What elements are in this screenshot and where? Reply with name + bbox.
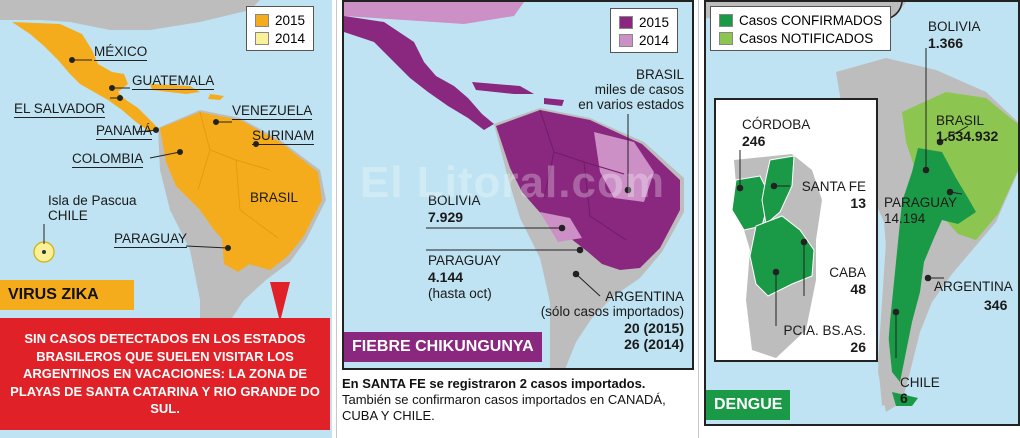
label-brasil-chik-l3: en varios estados [578, 97, 684, 112]
chik-legend-label-2014: 2014 [639, 32, 670, 48]
chik-legend-2015: 2015 [619, 13, 669, 31]
zika-title: VIRUS ZIKA [0, 280, 134, 310]
chik-note-bold: En SANTA FE se registraron 2 casos impor… [342, 376, 646, 391]
label-isla-pascua: Isla de Pascua [48, 193, 137, 208]
dengue-panel: Casos CONFIRMADOS Casos NOTIFICADOS BOLI… [704, 0, 1020, 426]
dengue-legend-swatch-notificados [719, 31, 733, 45]
label-paraguay-chik: PARAGUAY [428, 253, 502, 268]
label-caba: CABA [829, 265, 866, 280]
watermark: El Litoral.com [360, 158, 665, 207]
note-paraguay-chik: (hasta oct) [428, 286, 492, 301]
label-brasil-chik-l2: miles de casos [594, 82, 684, 97]
label-brasil-chik: BRASIL [635, 67, 684, 82]
argentina-inset: CÓRDOBA 246 SANTA FE 13 CABA 48 PCIA. BS… [714, 98, 878, 362]
label-argentina-chik: ARGENTINA [605, 289, 684, 304]
divider-2 [698, 0, 699, 438]
argentina-inset-map [716, 100, 876, 360]
chik-legend-2014: 2014 [619, 31, 669, 49]
value-cordoba: 246 [742, 133, 766, 149]
chik-legend-label-2015: 2015 [639, 14, 670, 30]
zika-legend: 2015 2014 [246, 6, 315, 51]
zika-legend-label-2014: 2014 [275, 30, 306, 46]
dengue-legend-label-confirmados: Casos CONFIRMADOS [739, 12, 883, 28]
label-chile-dengue: CHILE [900, 375, 940, 390]
zika-callout: SIN CASOS DETECTADOS EN LOS ESTADOS BRAS… [0, 318, 330, 430]
chik-legend-swatch-2014 [619, 33, 633, 47]
label-paraguay-zika: PARAGUAY [114, 231, 188, 249]
zika-legend-label-2015: 2015 [275, 12, 306, 28]
zika-legend-swatch-2015 [255, 13, 269, 27]
value-brasil-dengue: 1.534.932 [936, 128, 999, 144]
label-guatemala: GUATEMALA [132, 73, 215, 91]
value-paraguay-chik: 4.144 [428, 269, 464, 285]
label-cordoba: CÓRDOBA [742, 117, 811, 132]
chik-title: FIEBRE CHIKUNGUNYA [344, 332, 542, 362]
value-argentina-dengue: 346 [984, 297, 1008, 313]
value-bolivia-dengue: 1.366 [928, 35, 964, 51]
value-argentina-2014: 26 (2014) [624, 336, 684, 352]
label-paraguay-dengue: PARAGUAY [884, 195, 958, 210]
value-bolivia-chik: 7.929 [428, 209, 464, 225]
chik-note-rest: También se confirmaron casos importados … [342, 392, 666, 423]
zika-legend-2015: 2015 [255, 11, 305, 29]
label-argentina-dengue: ARGENTINA [934, 279, 1013, 294]
label-santa-fe: SANTA FE [801, 179, 866, 194]
dengue-legend-label-notificados: Casos NOTIFICADOS [739, 30, 874, 46]
label-venezuela: VENEZUELA [232, 103, 313, 121]
dengue-legend-notificados: Casos NOTIFICADOS [719, 29, 882, 47]
zika-legend-swatch-2014 [255, 31, 269, 45]
label-mexico: MÉXICO [94, 44, 148, 62]
dengue-legend: Casos CONFIRMADOS Casos NOTIFICADOS [710, 6, 892, 51]
chik-legend-swatch-2015 [619, 15, 633, 29]
label-brasil-dengue: BRASIL [936, 113, 985, 128]
chikungunya-map [344, 2, 692, 368]
dengue-legend-confirmados: Casos CONFIRMADOS [719, 11, 882, 29]
label-colombia: COLOMBIA [72, 151, 144, 169]
label-isla-chile: CHILE [48, 208, 88, 223]
label-brasil-zika: BRASIL [250, 190, 299, 205]
label-el-salvador: EL SALVADOR [14, 101, 106, 119]
value-argentina-2015: 20 (2015) [624, 320, 684, 336]
value-santa-fe: 13 [850, 195, 866, 211]
value-paraguay-dengue: 14.194 [884, 211, 926, 226]
note-argentina-chik: (sólo casos importados) [540, 304, 684, 319]
label-surinam: SURINAM [252, 128, 315, 146]
divider-1 [336, 0, 337, 438]
dengue-title: DENGUE [706, 390, 791, 420]
zika-legend-2014: 2014 [255, 29, 305, 47]
value-pcia-bsas: 26 [850, 339, 866, 355]
label-panama: PANAMÁ [96, 123, 153, 141]
chik-legend: 2015 2014 [610, 8, 679, 53]
label-pcia-bsas: PCIA. BS.AS. [783, 323, 866, 338]
value-chile-dengue: 6 [900, 390, 908, 406]
dengue-legend-swatch-confirmados [719, 13, 733, 27]
chikungunya-panel: 2015 2014 BRASIL miles de casos en vario… [342, 0, 694, 370]
label-bolivia-dengue: BOLIVIA [928, 19, 981, 34]
label-bolivia-chik: BOLIVIA [428, 193, 481, 208]
chik-note: En SANTA FE se registraron 2 casos impor… [342, 376, 692, 424]
value-caba: 48 [850, 281, 866, 297]
